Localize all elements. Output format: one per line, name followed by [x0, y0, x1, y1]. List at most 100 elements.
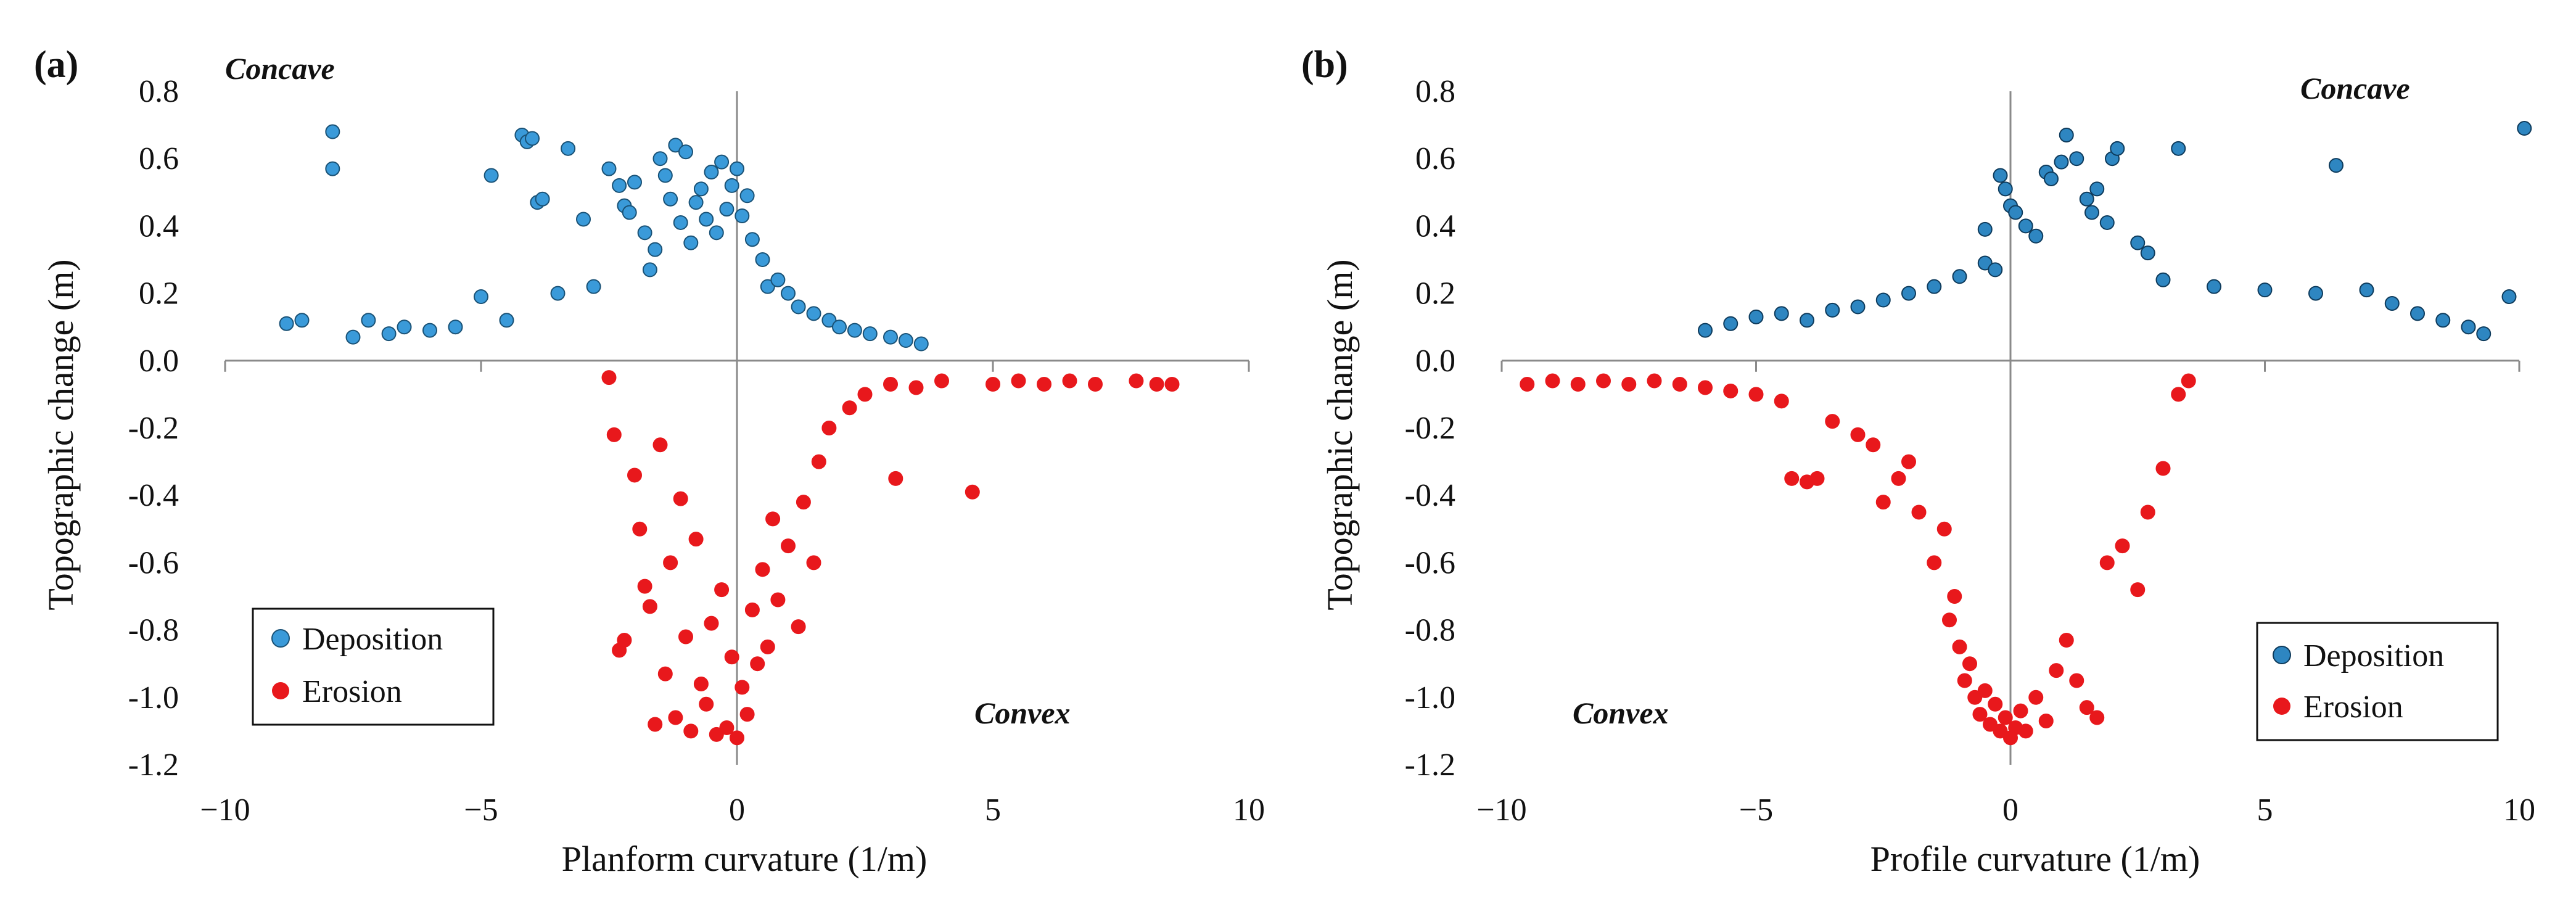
panel-a-legend-erosion-label: Erosion: [302, 674, 402, 709]
panel-a-erosion-point: [735, 680, 750, 695]
panel-b-erosion-point: [1901, 454, 1916, 469]
panel-a-y-tick-labels: 0.8 0.6 0.4 0.2 0.0 -0.2 -0.4 -0.6 -0.8 -1.0 -1.2: [128, 74, 179, 783]
panel-a-deposition-point: [279, 316, 294, 331]
panel-a-deposition-point: [699, 212, 714, 227]
panel-a-erosion-point: [663, 555, 678, 570]
panel-b-erosion-point: [2079, 700, 2094, 715]
panel-a-deposition-point: [760, 279, 775, 294]
panel-b-deposition-point: [2501, 289, 2517, 305]
panel-a-legend: Deposition Erosion: [252, 607, 495, 726]
panel-b-deposition-point: [2329, 158, 2344, 173]
panel-a-erosion-point: [1129, 373, 1144, 389]
panel-a-erosion-point: [724, 649, 739, 665]
panel-b-erosion-point: [2018, 723, 2033, 739]
panel-b-erosion-point: [1988, 696, 2003, 712]
panel-a-erosion-point: [755, 562, 770, 577]
panel-b-y-tick-label: -1.2: [1405, 747, 1455, 783]
panel-a-deposition-point: [325, 124, 340, 139]
panel-b-erosion-point: [1962, 656, 1977, 672]
panel-a-x-tick-label: 10: [1233, 793, 1265, 828]
panel-a-deposition-point: [898, 333, 913, 348]
panel-a-deposition-point: [550, 286, 566, 301]
panel-a-y-tick-label: 0.4: [139, 208, 179, 244]
panel-b-deposition-point: [2308, 286, 2323, 301]
panel-a-y-tick-label: -0.6: [128, 545, 179, 580]
panel-b-deposition-point: [1988, 262, 2003, 278]
panel-b-y-tick-label: -0.4: [1405, 478, 1455, 513]
panel-a-deposition-point: [730, 161, 744, 176]
panel-b-erosion-point: [1952, 639, 1967, 654]
panel-a-erosion-point: [673, 491, 688, 506]
panel-a-erosion-point: [770, 592, 786, 607]
panel-a-deposition-point: [678, 144, 693, 160]
panel-a-deposition-point: [704, 165, 719, 180]
panel-b-erosion-point: [1972, 707, 1988, 722]
panel-a-erosion-point: [714, 582, 730, 598]
panel-a-x-tick-label: 0: [729, 793, 745, 828]
panel-a-erosion-point: [1164, 377, 1180, 392]
panel-b-deposition-point: [2517, 121, 2532, 136]
panel-b-erosion-point: [1621, 377, 1637, 392]
panel-b-legend-deposition-label: Deposition: [2303, 638, 2444, 673]
panel-a-x-axis-title: Planform curvature (1/m): [562, 839, 928, 879]
panel-a-x-tick-label: −10: [200, 793, 250, 828]
panel-b-y-tick-label: 0.8: [1415, 74, 1455, 109]
panel-a-erosion-point: [857, 387, 873, 402]
panel-b-y-tick-label: 0.2: [1415, 276, 1455, 311]
panel-a-erosion-point: [601, 370, 617, 385]
panel-a-deposition-point: [847, 323, 862, 338]
panel-a-erosion-point: [1011, 373, 1026, 389]
panel-a-deposition-point: [719, 202, 735, 217]
panel-b-deposition-point: [1825, 302, 1840, 318]
panel-a-erosion-point: [965, 484, 980, 500]
panel-a-erosion-point: [1088, 377, 1103, 392]
panel-a-deposition-point: [535, 191, 550, 207]
panel-b-y-tick-label: 0.4: [1415, 208, 1455, 244]
panel-a-deposition-point: [735, 208, 750, 224]
panel-a-erosion-point: [730, 730, 744, 746]
panel-a-deposition-point: [361, 313, 376, 328]
panel-b-deposition-point: [2099, 215, 2115, 230]
panel-a-deposition-point: [883, 329, 898, 345]
panel-b-erosion-point: [2181, 373, 2196, 389]
panel-a-deposition-point: [345, 329, 361, 345]
panel-a-deposition-point: [663, 191, 678, 207]
panel-b-deposition-point: [1748, 309, 1764, 324]
panel-a-erosion-point: [627, 467, 642, 483]
panel-a-erosion-point: [760, 639, 775, 654]
panel-b-x-axis-title: Profile curvature (1/m): [1870, 839, 2200, 879]
panel-b-deposition-point: [2079, 191, 2094, 207]
panel-a-label: (a): [34, 44, 78, 86]
panel-a-deposition-point: [422, 323, 437, 338]
panel-b-deposition-point: [2410, 306, 2425, 321]
panel-a-y-tick-label: 0.8: [139, 74, 179, 109]
panel-a-deposition-point: [862, 326, 878, 342]
panel-b-erosion-point: [1825, 414, 1840, 429]
panel-a-deposition-point: [652, 151, 668, 167]
panel-b-erosion-point: [1672, 377, 1687, 392]
panel-a-erosion-point: [657, 666, 673, 682]
panel-a-deposition-point: [448, 319, 463, 335]
panel-a-legend-deposition-marker: [271, 629, 290, 648]
panel-b-legend-box: [2256, 622, 2499, 741]
panel-a-concave-annotation: Concave: [225, 51, 335, 86]
panel-a-erosion-point: [765, 511, 781, 527]
panel-a-erosion-point: [1149, 377, 1164, 392]
panel-b-deposition-point: [2461, 319, 2476, 335]
panel-a-deposition-point: [821, 313, 837, 328]
panel-b-deposition-point: [2089, 181, 2105, 197]
panel-b-x-tick-label: 0: [2002, 793, 2018, 828]
panel-b-deposition-point: [2110, 141, 2125, 156]
panel-b-erosion-point: [2013, 703, 2028, 719]
panel-b-deposition-point: [2084, 205, 2099, 220]
panel-a-deposition-point: [499, 313, 514, 328]
panel-b-x-tick-label: −5: [1739, 793, 1773, 828]
panel-a-deposition-point: [770, 272, 786, 287]
panel-b-deposition-point: [1952, 269, 1967, 284]
panel-b-y-tick-label: -1.0: [1405, 680, 1455, 715]
panel-b-deposition-point: [2435, 313, 2451, 328]
panel-b-erosion-point: [1993, 723, 2008, 739]
panel-b-erosion-point: [1967, 690, 1983, 705]
panel-b-legend-erosion-label: Erosion: [2303, 690, 2403, 725]
panel-b-y-tick-label: 0.6: [1415, 141, 1455, 176]
